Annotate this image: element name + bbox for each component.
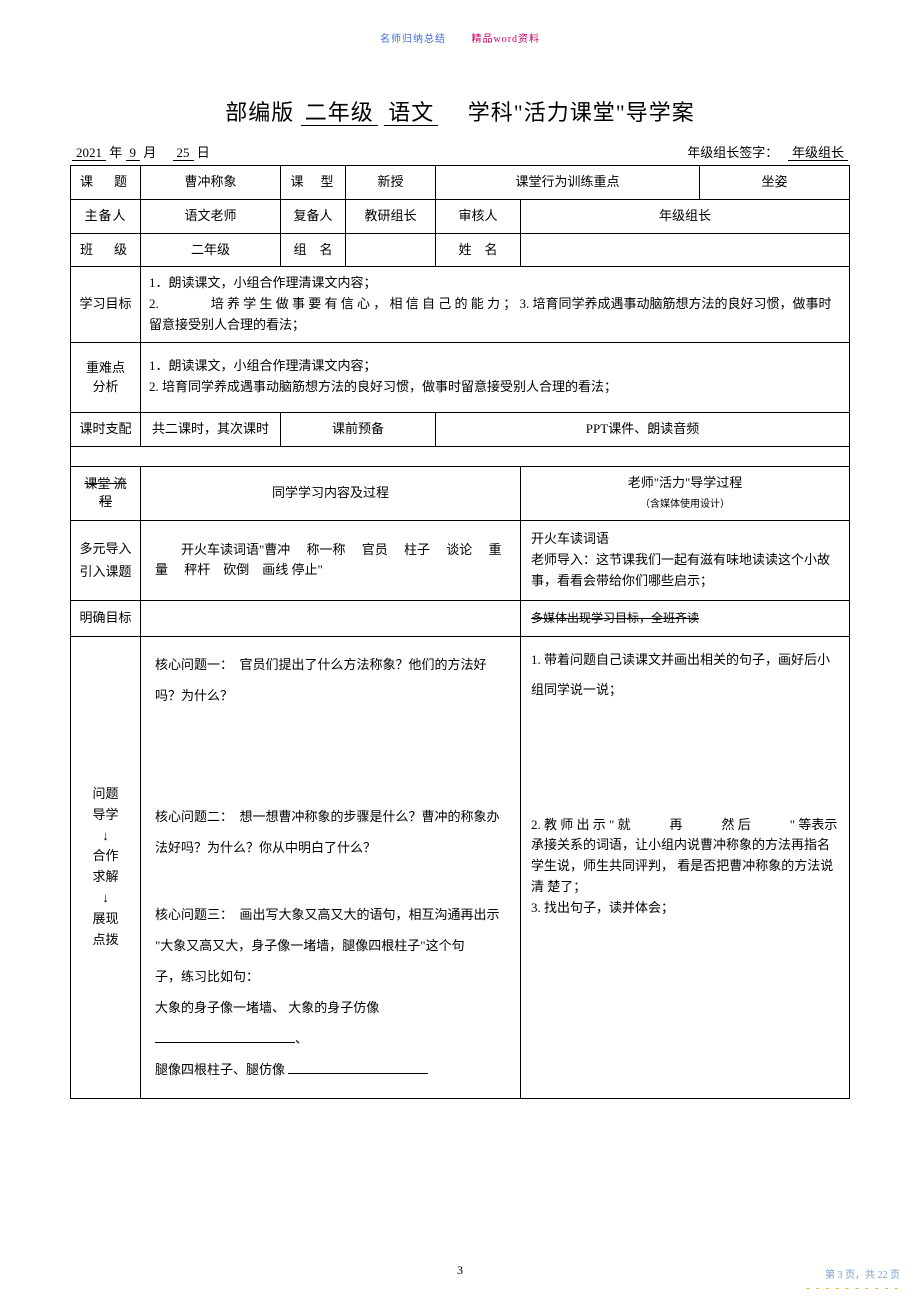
training-label: 课堂行为训练重点 — [436, 166, 700, 200]
date-row: 2021 年 9 月 25 日 年级组长签字： 年级组长 — [70, 142, 850, 161]
row-difficulty: 重难点 分析 1．朗读课文，小组合作理清课文内容； 2. 培育同学养成遇事动脑筋… — [71, 342, 850, 412]
author-label: 主备人 — [71, 199, 141, 233]
group-label: 组 名 — [281, 233, 346, 267]
row-topic: 课 题 曹冲称象 课 型 新授 课堂行为训练重点 坐姿 — [71, 166, 850, 200]
blank-line — [155, 1030, 295, 1043]
type-label: 课 型 — [281, 166, 346, 200]
row-clarify: 明确目标 多媒体出现学习目标，全班齐读 — [71, 600, 850, 636]
reviewer-label: 审核人 — [436, 199, 521, 233]
footer-right: 第 3 页，共 22 页 - - - - - - - - - - — [806, 1269, 900, 1295]
type-value: 新授 — [346, 166, 436, 200]
reviewer-value: 年级组长 — [521, 199, 850, 233]
clarify-blank — [141, 600, 521, 636]
intro-label: 多元导入 引入课题 — [71, 521, 141, 600]
dist-label: 课时支配 — [71, 412, 141, 446]
coauthor-label: 复备人 — [281, 199, 346, 233]
signature-label: 年级组长签字： — [687, 145, 772, 161]
qa-student: 核心问题一： 官员们提出了什么方法称象？他们的方法好吗？为什么？ 核心问题二： … — [141, 636, 521, 1098]
group-blank — [346, 233, 436, 267]
page-title: 部编版 二年级 语文 学科"活力课堂"导学案 — [70, 95, 850, 127]
row-class: 班 级 二年级 组 名 姓 名 — [71, 233, 850, 267]
date-day: 25 — [173, 145, 194, 161]
topic-label: 课 题 — [71, 166, 141, 200]
clarify-label: 明确目标 — [71, 600, 141, 636]
row-author: 主备人 语文老师 复备人 教研组长 审核人 年级组长 — [71, 199, 850, 233]
row-questions: 问题 导学 ↓ 合作 求解 ↓ 展现 点拨 核心问题一： 官员们提出了什么方法称… — [71, 636, 850, 1098]
dist-value: 共二课时，其次课时 — [141, 412, 281, 446]
qa-label: 问题 导学 ↓ 合作 求解 ↓ 展现 点拨 — [71, 636, 141, 1098]
blank-line — [288, 1061, 428, 1074]
goals-text: 1．朗读课文，小组合作理清课文内容； 2. 培 养 学 生 做 事 要 有 信 … — [141, 267, 850, 342]
training-value: 坐姿 — [700, 166, 850, 200]
row-distribution: 课时支配 共二课时，其次课时 课前预备 PPT课件、朗读音频 — [71, 412, 850, 446]
intro-student: 开火车读词语"曹冲 称一称 官员 柱子 谈论 重量 秤杆 砍倒 画线 停止" — [141, 521, 521, 600]
date-year: 2021 — [72, 145, 106, 161]
class-value: 二年级 — [141, 233, 281, 267]
teacher-header: 老师"活力"导学过程 （含媒体使用设计） — [521, 466, 850, 521]
intro-teacher: 开火车读词语 老师导入：这节课我们一起有滋有味地读读这个小故事，看看会带给你们哪… — [521, 521, 850, 600]
name-label: 姓 名 — [436, 233, 521, 267]
name-blank — [521, 233, 850, 267]
difficulty-text: 1．朗读课文，小组合作理清课文内容； 2. 培育同学养成遇事动脑筋想方法的良好习… — [141, 342, 850, 412]
spacer — [71, 446, 850, 466]
header-right: 精品word资料 — [471, 34, 540, 45]
header-left: 名师归纳总结 — [380, 34, 446, 45]
row-intro: 多元导入 引入课题 开火车读词语"曹冲 称一称 官员 柱子 谈论 重量 秤杆 砍… — [71, 521, 850, 600]
author-value: 语文老师 — [141, 199, 281, 233]
page-number: 3 — [0, 1263, 920, 1278]
lesson-table: 课 题 曹冲称象 课 型 新授 课堂行为训练重点 坐姿 主备人 语文老师 复备人… — [70, 165, 850, 1099]
flow-label: 课堂 流程 — [71, 466, 141, 521]
header-meta: 名师归纳总结 精品word资料 — [70, 30, 850, 45]
prep-label: 课前预备 — [281, 412, 436, 446]
topic-value: 曹冲称象 — [141, 166, 281, 200]
goals-label: 学习目标 — [71, 267, 141, 342]
row-section-header: 课堂 流程 同学学习内容及过程 老师"活力"导学过程 （含媒体使用设计） — [71, 466, 850, 521]
coauthor-value: 教研组长 — [346, 199, 436, 233]
qa-teacher: 1. 带着问题自己读课文并画出相关的句子，画好后小组同学说一说； 2. 教 师 … — [521, 636, 850, 1098]
date-month: 9 — [126, 145, 141, 161]
row-goals: 学习目标 1．朗读课文，小组合作理清课文内容； 2. 培 养 学 生 做 事 要… — [71, 267, 850, 342]
class-label: 班 级 — [71, 233, 141, 267]
prep-value: PPT课件、朗读音频 — [436, 412, 850, 446]
student-header: 同学学习内容及过程 — [141, 466, 521, 521]
clarify-teacher: 多媒体出现学习目标，全班齐读 — [521, 600, 850, 636]
signature-value: 年级组长 — [788, 145, 848, 161]
difficulty-label: 重难点 分析 — [71, 342, 141, 412]
